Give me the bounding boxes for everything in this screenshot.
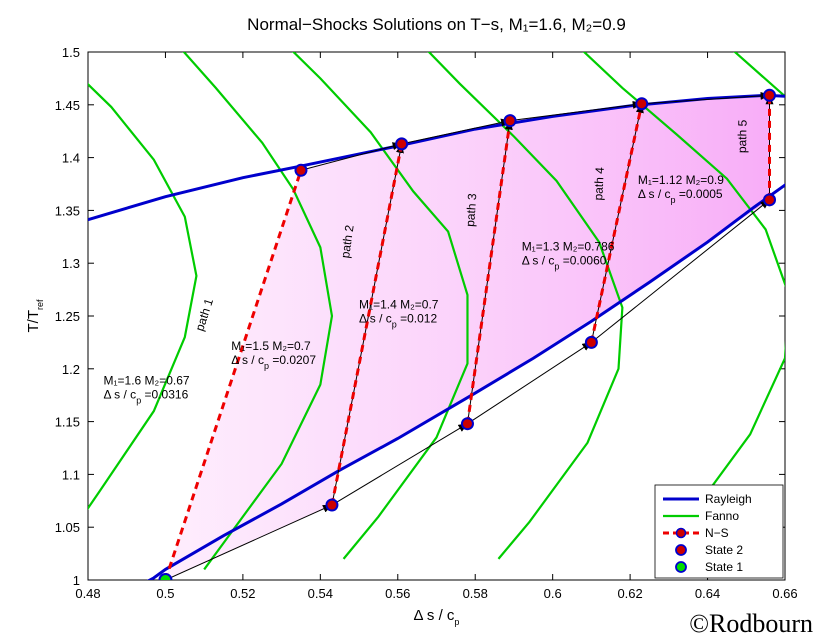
- chart-svg: Normal−Shocks Solutions on T−s, M₁=1.6, …: [0, 0, 825, 640]
- annotation-5-line1: M₁=1.12 M₂=0.9: [638, 173, 724, 187]
- state2-marker-top-1: [295, 165, 306, 176]
- svg-text:0.58: 0.58: [463, 586, 488, 601]
- svg-text:0.6: 0.6: [544, 586, 562, 601]
- svg-text:0.62: 0.62: [617, 586, 642, 601]
- annotation-1-line2: Δ s / cp =0.0316: [103, 388, 188, 406]
- state2-marker-bottom-3: [462, 418, 473, 429]
- svg-text:1.2: 1.2: [62, 362, 80, 377]
- legend-swatch-3: [676, 545, 686, 555]
- annotation-1-line1: M₁=1.6 M₂=0.67: [103, 374, 189, 388]
- svg-text:1.05: 1.05: [55, 520, 80, 535]
- y-axis-label: T/Tref: [25, 299, 45, 333]
- svg-text:0.66: 0.66: [772, 586, 797, 601]
- svg-text:0.56: 0.56: [385, 586, 410, 601]
- path-label-5: path 5: [735, 119, 750, 153]
- legend-label-2: N−S: [705, 526, 729, 540]
- copyright: ©Rodbourn: [689, 609, 813, 638]
- svg-text:1.4: 1.4: [62, 151, 80, 166]
- legend-swatch-4: [676, 562, 686, 572]
- legend-label-1: Fanno: [705, 509, 739, 523]
- path-label-1: path 1: [192, 296, 216, 332]
- annotation-2-line1: M₁=1.5 M₂=0.7: [231, 339, 311, 353]
- annotation-3-line1: M₁=1.4 M₂=0.7: [359, 298, 439, 312]
- svg-text:1.15: 1.15: [55, 415, 80, 430]
- svg-text:0.52: 0.52: [230, 586, 255, 601]
- svg-text:1.1: 1.1: [62, 467, 80, 482]
- state2-marker-top-2: [396, 138, 407, 149]
- path-label-3: path 3: [463, 193, 479, 228]
- svg-text:0.5: 0.5: [156, 586, 174, 601]
- svg-text:1.45: 1.45: [55, 98, 80, 113]
- state2-marker-bottom-5: [764, 194, 775, 205]
- state2-marker-top-3: [505, 115, 516, 126]
- legend-label-0: Rayleigh: [705, 492, 752, 506]
- state2-marker-top-4: [636, 98, 647, 109]
- svg-text:1.35: 1.35: [55, 203, 80, 218]
- legend-label-4: State 1: [705, 560, 743, 574]
- state1-marker: [159, 574, 171, 586]
- chart-container: { "title": "Normal−Shocks Solutions on T…: [0, 0, 825, 640]
- svg-text:1: 1: [73, 573, 80, 588]
- annotation-4-line1: M₁=1.3 M₂=0.786: [522, 240, 615, 254]
- path-label-4: path 4: [591, 166, 607, 200]
- x-axis-label: Δ s / cp: [414, 607, 460, 627]
- state2-marker-top-5: [764, 90, 775, 101]
- svg-text:0.54: 0.54: [308, 586, 333, 601]
- svg-text:1.3: 1.3: [62, 256, 80, 271]
- chart-title: Normal−Shocks Solutions on T−s, M₁=1.6, …: [247, 15, 626, 34]
- state2-marker-bottom-4: [586, 337, 597, 348]
- svg-text:1.25: 1.25: [55, 309, 80, 324]
- svg-text:0.64: 0.64: [695, 586, 720, 601]
- state2-marker-bottom-2: [326, 500, 337, 511]
- svg-text:1.5: 1.5: [62, 45, 80, 60]
- legend-label-3: State 2: [705, 543, 743, 557]
- svg-text:0.48: 0.48: [75, 586, 100, 601]
